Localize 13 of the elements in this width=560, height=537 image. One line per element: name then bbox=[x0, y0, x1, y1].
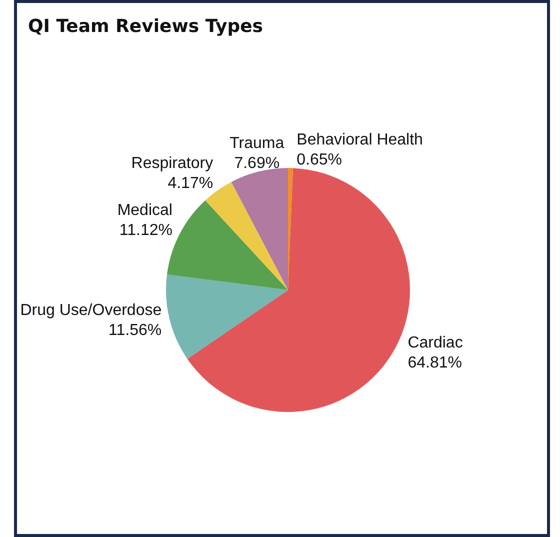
slice-label: Cardiac bbox=[408, 334, 463, 352]
data-label: 64.81% bbox=[408, 354, 462, 372]
data-label: 11.56% bbox=[108, 322, 162, 339]
slice-label: Respiratory bbox=[131, 155, 214, 172]
data-label: 0.65% bbox=[296, 151, 342, 168]
data-label: 7.69% bbox=[234, 155, 280, 172]
slice-label: Drug Use/Overdose bbox=[20, 302, 162, 319]
slice-label: Trauma bbox=[230, 135, 284, 152]
slice-label: Medical bbox=[117, 202, 172, 219]
data-label: 4.17% bbox=[168, 175, 214, 192]
data-label: 11.12% bbox=[119, 222, 172, 239]
slice-label: Behavioral Health bbox=[296, 131, 423, 148]
chart-title: QI Team Reviews Types bbox=[28, 16, 264, 37]
